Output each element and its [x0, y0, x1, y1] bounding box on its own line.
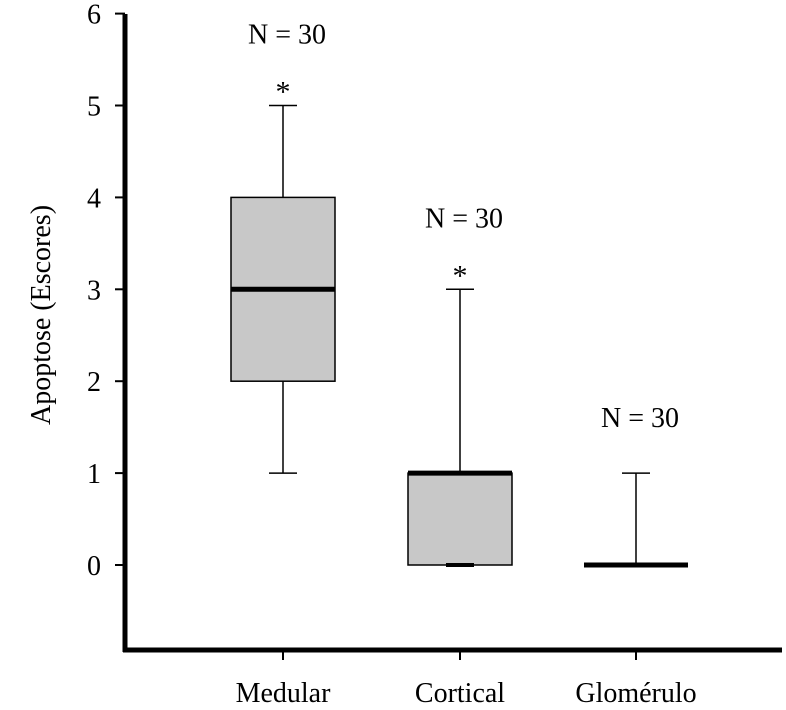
y-tick-label: 6	[87, 0, 101, 31]
outlier-marker: *	[453, 259, 468, 292]
box-cortical: * N = 30	[407, 203, 513, 567]
iqr-box	[407, 472, 513, 566]
axes	[122, 14, 782, 653]
box-medular: * N = 30	[230, 20, 336, 474]
y-ticks: 0 1 2 3 4 5 6	[87, 0, 125, 582]
x-category-label: Glomérulo	[575, 678, 696, 709]
x-category-label: Medular	[236, 678, 332, 709]
y-tick-label: 5	[87, 92, 101, 123]
n-label: N = 30	[425, 203, 503, 234]
y-tick-label: 0	[87, 551, 101, 582]
x-labels: Medular Cortical Glomérulo	[236, 650, 697, 709]
y-tick-label: 1	[87, 459, 101, 490]
x-category-label: Cortical	[415, 678, 505, 709]
y-tick-label: 2	[87, 367, 101, 398]
n-label: N = 30	[601, 403, 679, 434]
box-glomrulo: N = 30	[584, 403, 688, 568]
outlier-marker: *	[276, 76, 291, 109]
y-tick-label: 3	[87, 275, 101, 306]
boxes: * N = 30 * N = 30 N = 30	[230, 20, 688, 568]
y-axis-title: Apoptose (Escores)	[26, 205, 57, 425]
n-label: N = 30	[248, 20, 326, 51]
y-tick-label: 4	[87, 183, 101, 214]
